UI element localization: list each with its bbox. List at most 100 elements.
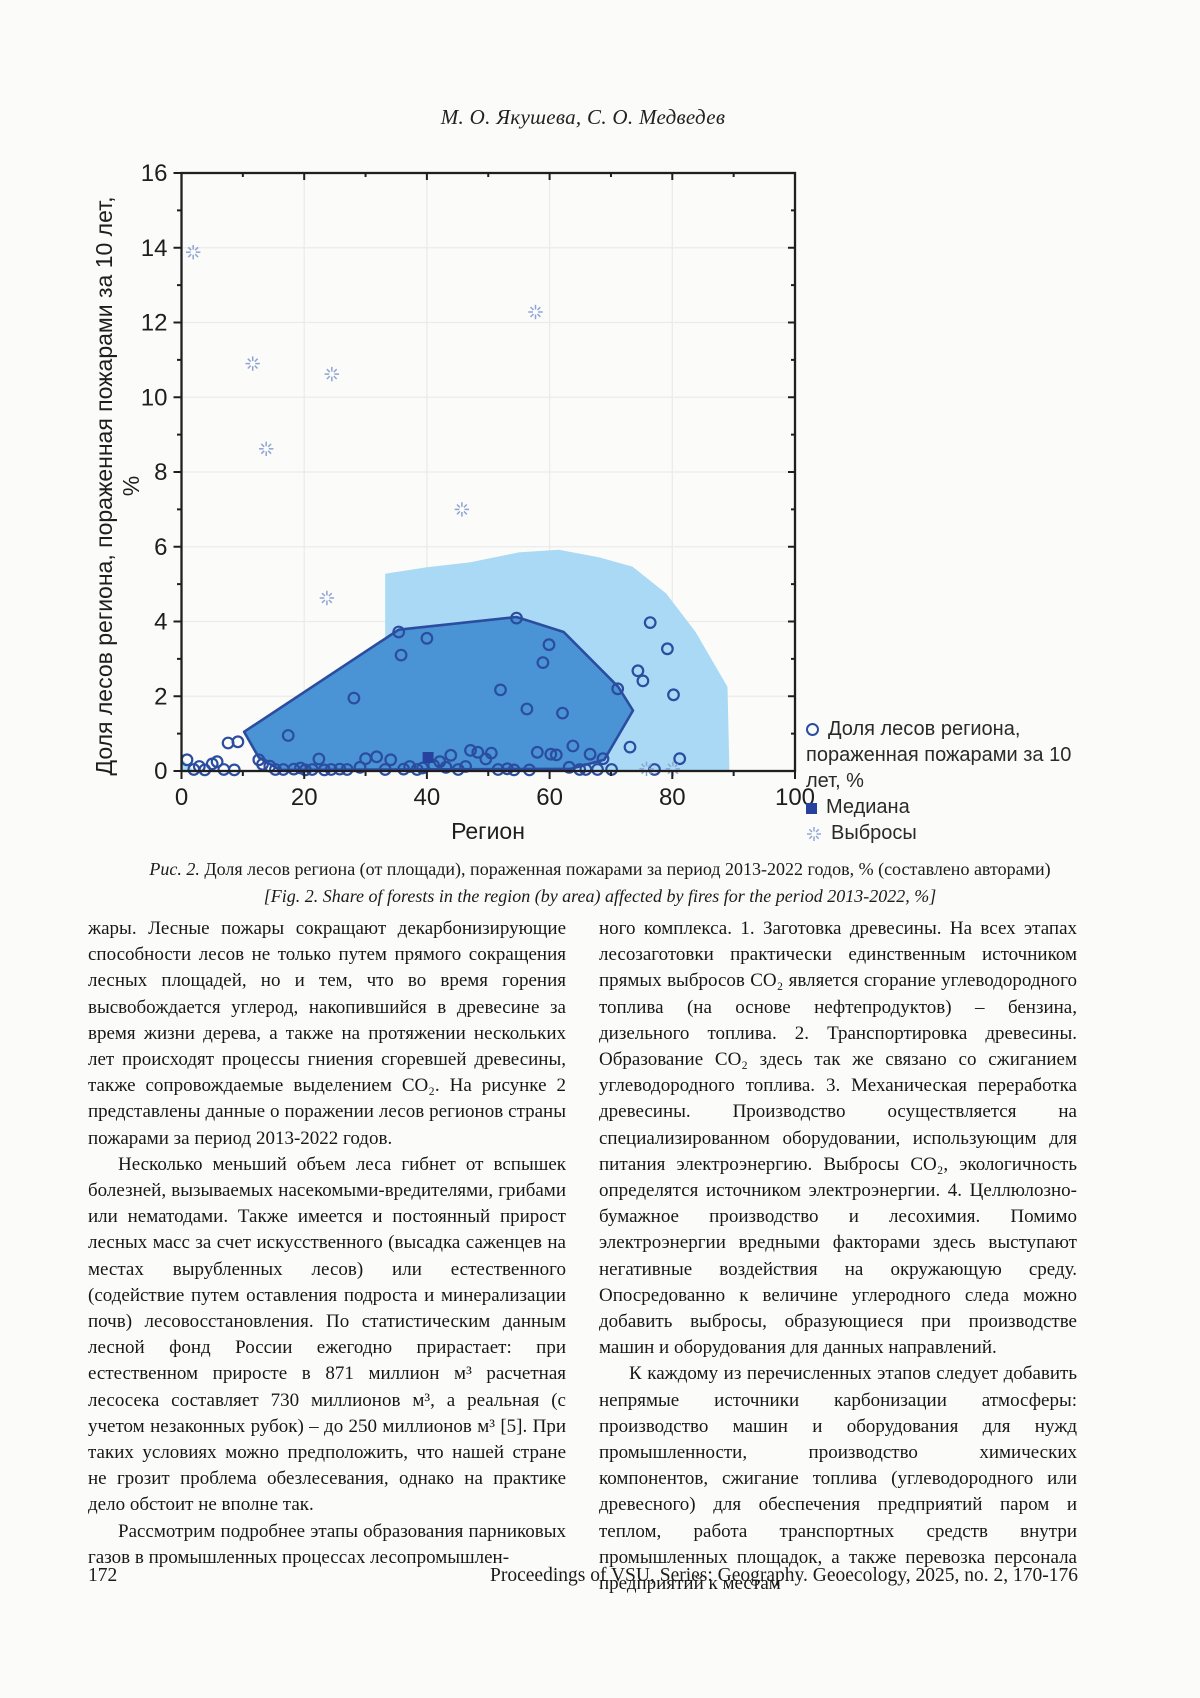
burst-icon [807,827,821,841]
y-axis-title: Доля лесов региона, пораженная пожарами … [91,196,144,776]
scatter-point [217,763,231,776]
paragraph: Рассмотрим подробнее этапы образования п… [88,1520,566,1568]
scatter-point [510,611,523,625]
scatter-point [353,760,367,774]
legend-label-share: Доля лесов региона, пораженная пожарами … [806,718,1072,792]
outlier-marker-stroke [463,510,468,515]
outlier-marker-stroke [328,592,333,597]
outlier-marker-stroke [530,313,535,318]
scatter-point [378,763,392,776]
x-tick-label: 40 [414,784,441,811]
outlier-marker-stroke [321,599,326,604]
outlier-marker-stroke [254,365,259,370]
scatter-point [573,763,587,776]
outlier-marker-stroke [647,763,652,768]
outlier-marker-stroke [321,592,326,597]
scatter-point [180,753,194,767]
outlier-marker-stroke [194,253,199,258]
body-column-right: ного комплекса. 1. Заготовка древесины. … [599,916,1077,1597]
chart-legend: Доля лесов региона, пораженная пожарами … [806,716,1082,846]
scatter-point [536,656,550,669]
outlier-marker-stroke [333,368,338,373]
scatter-point [611,682,625,696]
caption-line-en: [Fig. 2. Share of forests in the region … [50,883,1150,910]
scatter-point [324,763,338,776]
y-tick-label: 6 [154,534,167,561]
scatter-point [520,702,534,716]
outlier-marker-stroke [328,599,333,604]
scatter-point [370,750,384,764]
caption-label-en: [Fig. 2. [263,886,319,906]
open-circle-icon [806,723,819,736]
paragraph: жары. Лесные пожары сокращают декарбониз… [88,918,566,1149]
median-marker [422,752,434,763]
scatter-point [210,755,224,769]
scatter-point [269,763,282,776]
outlier-marker [245,356,260,371]
scatter-point [281,729,295,742]
scatter-point [494,683,507,697]
scatter-point [549,748,563,762]
outlier-marker-stroke [326,368,331,373]
outlier-marker-stroke [536,313,541,318]
x-tick-label: 20 [291,784,318,811]
outlier-marker-stroke [667,763,672,768]
scatter-point [661,642,674,656]
scatter-point [484,746,498,760]
scatter-point [491,763,505,776]
outlier-marker [324,366,339,382]
legend-item-outliers: Выбросы [806,820,1082,846]
outlier-marker [454,502,470,517]
scatter-point [631,664,645,678]
paragraph: Несколько меньший объем леса гибнет от в… [88,1153,566,1516]
caption-line-ru: Рис. 2. Доля лесов региона (от площади),… [50,856,1150,883]
scatter-point [643,616,657,629]
outlier-marker [185,244,201,260]
caption-text-ru: Доля лесов региона (от площади), поражен… [199,859,1051,879]
filled-square-icon [806,803,817,814]
body-column-left: жары. Лесные пожары сокращают декарбониз… [88,916,566,1571]
scatter-point [231,735,245,749]
outlier-marker-stroke [187,246,192,251]
y-tick-label: 8 [154,459,167,486]
outlier-marker-stroke [463,503,468,508]
scatter-point [464,744,477,757]
scatter-point [530,745,544,759]
scatter-point [397,762,411,776]
outlier-marker-stroke [194,246,199,251]
page-header-authors: М. О. Якушева, С. О. Медведев [440,105,726,129]
outlier-marker-stroke [333,375,338,380]
outlier-marker [259,441,274,456]
x-tick-label: 60 [536,784,563,811]
legend-label-median: Медиана [826,796,910,818]
outlier-marker-stroke [456,510,461,515]
scatter-point [673,752,687,766]
outlier-marker-stroke [267,443,272,448]
outlier-marker-stroke [260,443,265,448]
scatter-point [471,745,485,759]
scatter-point [340,763,354,776]
scatter-point [544,747,558,761]
x-tick-label: 80 [659,784,686,811]
paragraph: ного комплекса. 1. Заготовка древесины. … [599,918,1077,1359]
scatter-point [333,762,347,776]
scatter-point [394,648,408,662]
legend-item-share: Доля лесов региона, пораженная пожарами … [806,716,1082,794]
outlier-marker-stroke [247,358,252,363]
y-tick-label: 16 [141,160,168,187]
scatter-point [410,763,424,776]
scatter-point [667,688,680,702]
outlier-marker-stroke [260,450,265,455]
scatter-point [591,763,604,776]
outlier-marker-stroke [674,763,679,768]
y-tick-label: 14 [141,235,168,262]
scatter-point [392,625,406,639]
caption-label-ru: Рис. 2. [149,859,200,879]
scatter-point [500,762,514,776]
outlier-marker-stroke [456,503,461,508]
outlier-marker-stroke [326,375,331,380]
scatter-point [636,674,650,688]
scatter-point [444,748,458,762]
outlier-marker [528,304,543,320]
